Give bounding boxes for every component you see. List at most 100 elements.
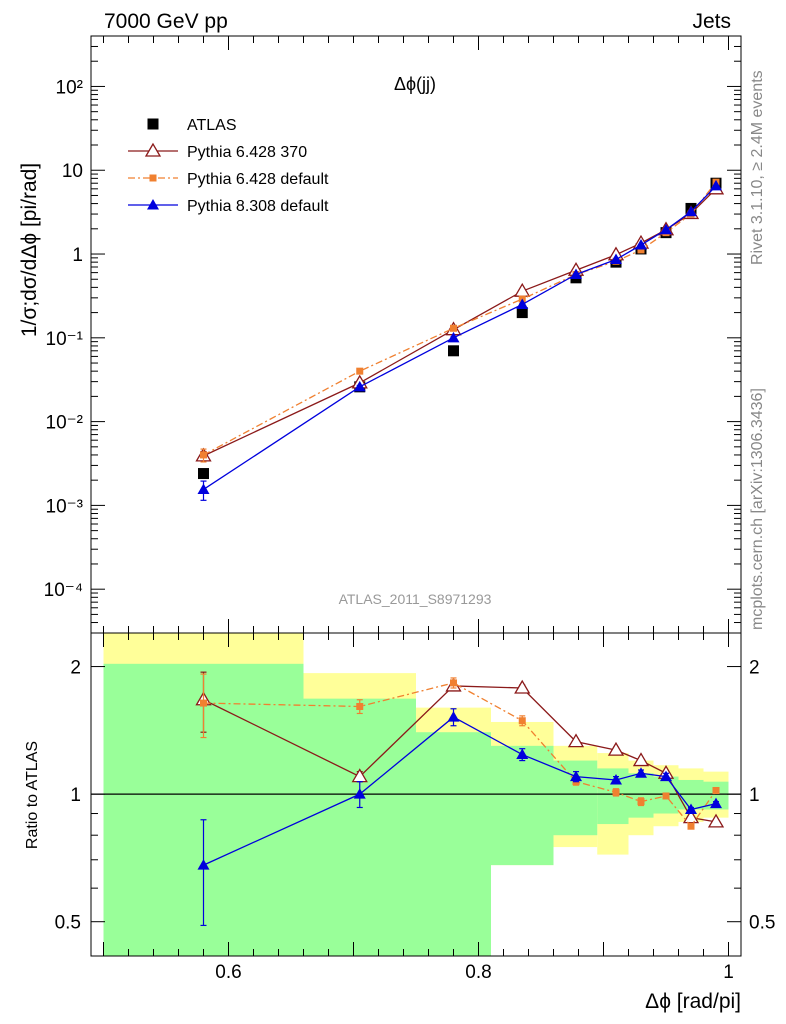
ratio-xtick-label: 0.6 [215, 962, 241, 983]
ratio-s0-point-4 [567, 733, 585, 748]
main-plot-area [195, 177, 725, 501]
ratio-s0-point-5 [607, 741, 625, 756]
ratio-s2-point-2 [447, 711, 460, 722]
legend-entry-2: Pythia 6.428 default [128, 171, 329, 188]
main-s3-point-7 [660, 223, 672, 235]
main-ytick-label: 10⁻² [46, 413, 84, 434]
legend: ATLAS Pythia 6.428 370 Pythia 6.428 defaul… [128, 117, 329, 215]
main-s2-point-1 [356, 367, 364, 375]
ratio-ytick-label-right: 0.5 [749, 913, 775, 934]
main-s3-point-6 [635, 239, 647, 250]
ratio-s1-line [203, 682, 717, 828]
band-green-6 [628, 773, 654, 818]
legend-marker-point-3 [147, 199, 159, 210]
ratio-s2-point-9 [710, 797, 722, 809]
ratio-s1-point-0 [200, 699, 207, 707]
ratio-s2-point-4 [570, 770, 582, 782]
main-s0-point-3 [516, 307, 528, 319]
legend-entry-0: ATLAS [147, 117, 237, 134]
ratio-s0-point-8 [682, 809, 700, 824]
ratio-s0-point-3 [514, 679, 531, 694]
ratio-ytick-label: 2 [70, 658, 81, 679]
main-s3-point-0 [197, 483, 210, 494]
main-s3-point-4 [570, 268, 582, 279]
band-green-2 [416, 732, 491, 956]
main-ytick-label: 1 [72, 245, 83, 266]
ratio-s1-point-6 [637, 798, 645, 806]
main-s0-point-2 [448, 345, 459, 357]
ratio-s1-point-2 [450, 679, 457, 687]
mcplots-label: mcplots.cern.ch [arXiv:1306.3436] [749, 388, 766, 630]
ratio-s1-point-8 [687, 822, 695, 830]
main-s3-line [203, 185, 717, 490]
x-axis-label: Δϕ [rad/pi] [645, 990, 741, 1013]
legend-marker-point-1 [144, 142, 162, 157]
main-s3-point-5 [610, 253, 622, 265]
ratio-s1-series [200, 673, 720, 830]
ratio-s2-point-6 [635, 767, 647, 778]
ratio-s2-point-8 [685, 803, 697, 814]
ratio-s2-point-1 [353, 788, 366, 799]
main-ylabel: 1/σ;dσ/dΔϕ [pi/rad] [18, 163, 41, 337]
ratio-s2-point-7 [660, 770, 672, 782]
ratio-s2-line [203, 716, 717, 866]
ratio-s1-point-1 [356, 702, 364, 710]
legend-label-2: Pythia 6.428 default [187, 171, 329, 188]
ratio-panel: 0.5 0.5 1 1 2 2 0.6 0.8 1 Ratio to ATLAS Δϕ [rad… [24, 632, 775, 1013]
ratio-ytick-label-right: 2 [749, 658, 760, 679]
main-s2-point-6 [637, 246, 645, 254]
rivet-label: Rivet 3.1.10, ≥ 2.4M events [749, 70, 766, 265]
main-s3-point-1 [353, 380, 366, 392]
band-green-5 [597, 768, 629, 825]
ratio-s2-series [197, 708, 722, 927]
legend-marker-point-0 [147, 118, 159, 130]
main-s1-line [203, 188, 717, 457]
ratio-ytick-label: 0.5 [55, 913, 81, 934]
ratio-ytick-label: 1 [70, 785, 81, 806]
ratio-s2-point-3 [516, 748, 529, 760]
main-panel: 10⁻⁴ 10⁻³ 10⁻² 10⁻¹ 1 10 10² Δϕ(jj) ATLAS_2011… [18, 35, 742, 634]
main-ytick-label: 10⁻¹ [46, 329, 84, 350]
analysis-label: ATLAS_2011_S8971293 [339, 591, 492, 607]
ratio-xtick-label: 1 [723, 962, 734, 983]
main-s3-point-2 [447, 331, 460, 343]
main-ytick-label: 10⁻⁴ [44, 580, 83, 601]
main-s2-line [203, 181, 717, 456]
ratio-s1-point-9 [712, 786, 720, 794]
ratio-s1-point-5 [612, 788, 620, 796]
legend-entry-1: Pythia 6.428 370 [128, 142, 307, 161]
main-s2-point-2 [450, 324, 457, 332]
legend-entry-3: Pythia 8.308 default [128, 198, 329, 215]
main-s1-series [195, 180, 725, 462]
main-s3-point-9 [710, 179, 722, 191]
ratio-s0-line [203, 685, 717, 823]
main-s0-series [198, 177, 722, 480]
band-green-1 [303, 698, 416, 956]
main-ytick-label: 10 [62, 161, 83, 182]
main-s3-point-3 [516, 298, 529, 309]
main-s2-series [200, 178, 720, 463]
main-s0-point-0 [198, 468, 209, 480]
ratio-plot-area [91, 633, 741, 956]
ratio-s0-point-6 [632, 752, 650, 767]
legend-label-0: ATLAS [187, 117, 237, 134]
main-s3-point-8 [685, 205, 697, 217]
header-left: 7000 GeV pp [104, 10, 228, 33]
ratio-ytick-label-right: 1 [749, 785, 760, 806]
ratio-xtick-label: 0.8 [465, 962, 491, 983]
ratio-ylabel: Ratio to ATLAS [24, 741, 41, 849]
main-ytick-label: 10² [56, 77, 83, 98]
header-right: Jets [692, 10, 731, 33]
main-title: Δϕ(jj) [394, 74, 436, 94]
ratio-s1-point-7 [662, 792, 670, 800]
ratio-s1-point-3 [518, 717, 526, 725]
legend-marker-point-2 [149, 174, 157, 182]
main-s3-series [197, 179, 722, 501]
ratio-s0-point-9 [707, 813, 725, 828]
legend-label-1: Pythia 6.428 370 [187, 144, 307, 161]
ratio-ticks: 0.5 0.5 1 1 2 2 0.6 0.8 1 [55, 633, 775, 983]
band-green-3 [491, 745, 554, 866]
ratio-s2-point-5 [610, 773, 622, 785]
ratio-s2-point-0 [197, 859, 210, 870]
